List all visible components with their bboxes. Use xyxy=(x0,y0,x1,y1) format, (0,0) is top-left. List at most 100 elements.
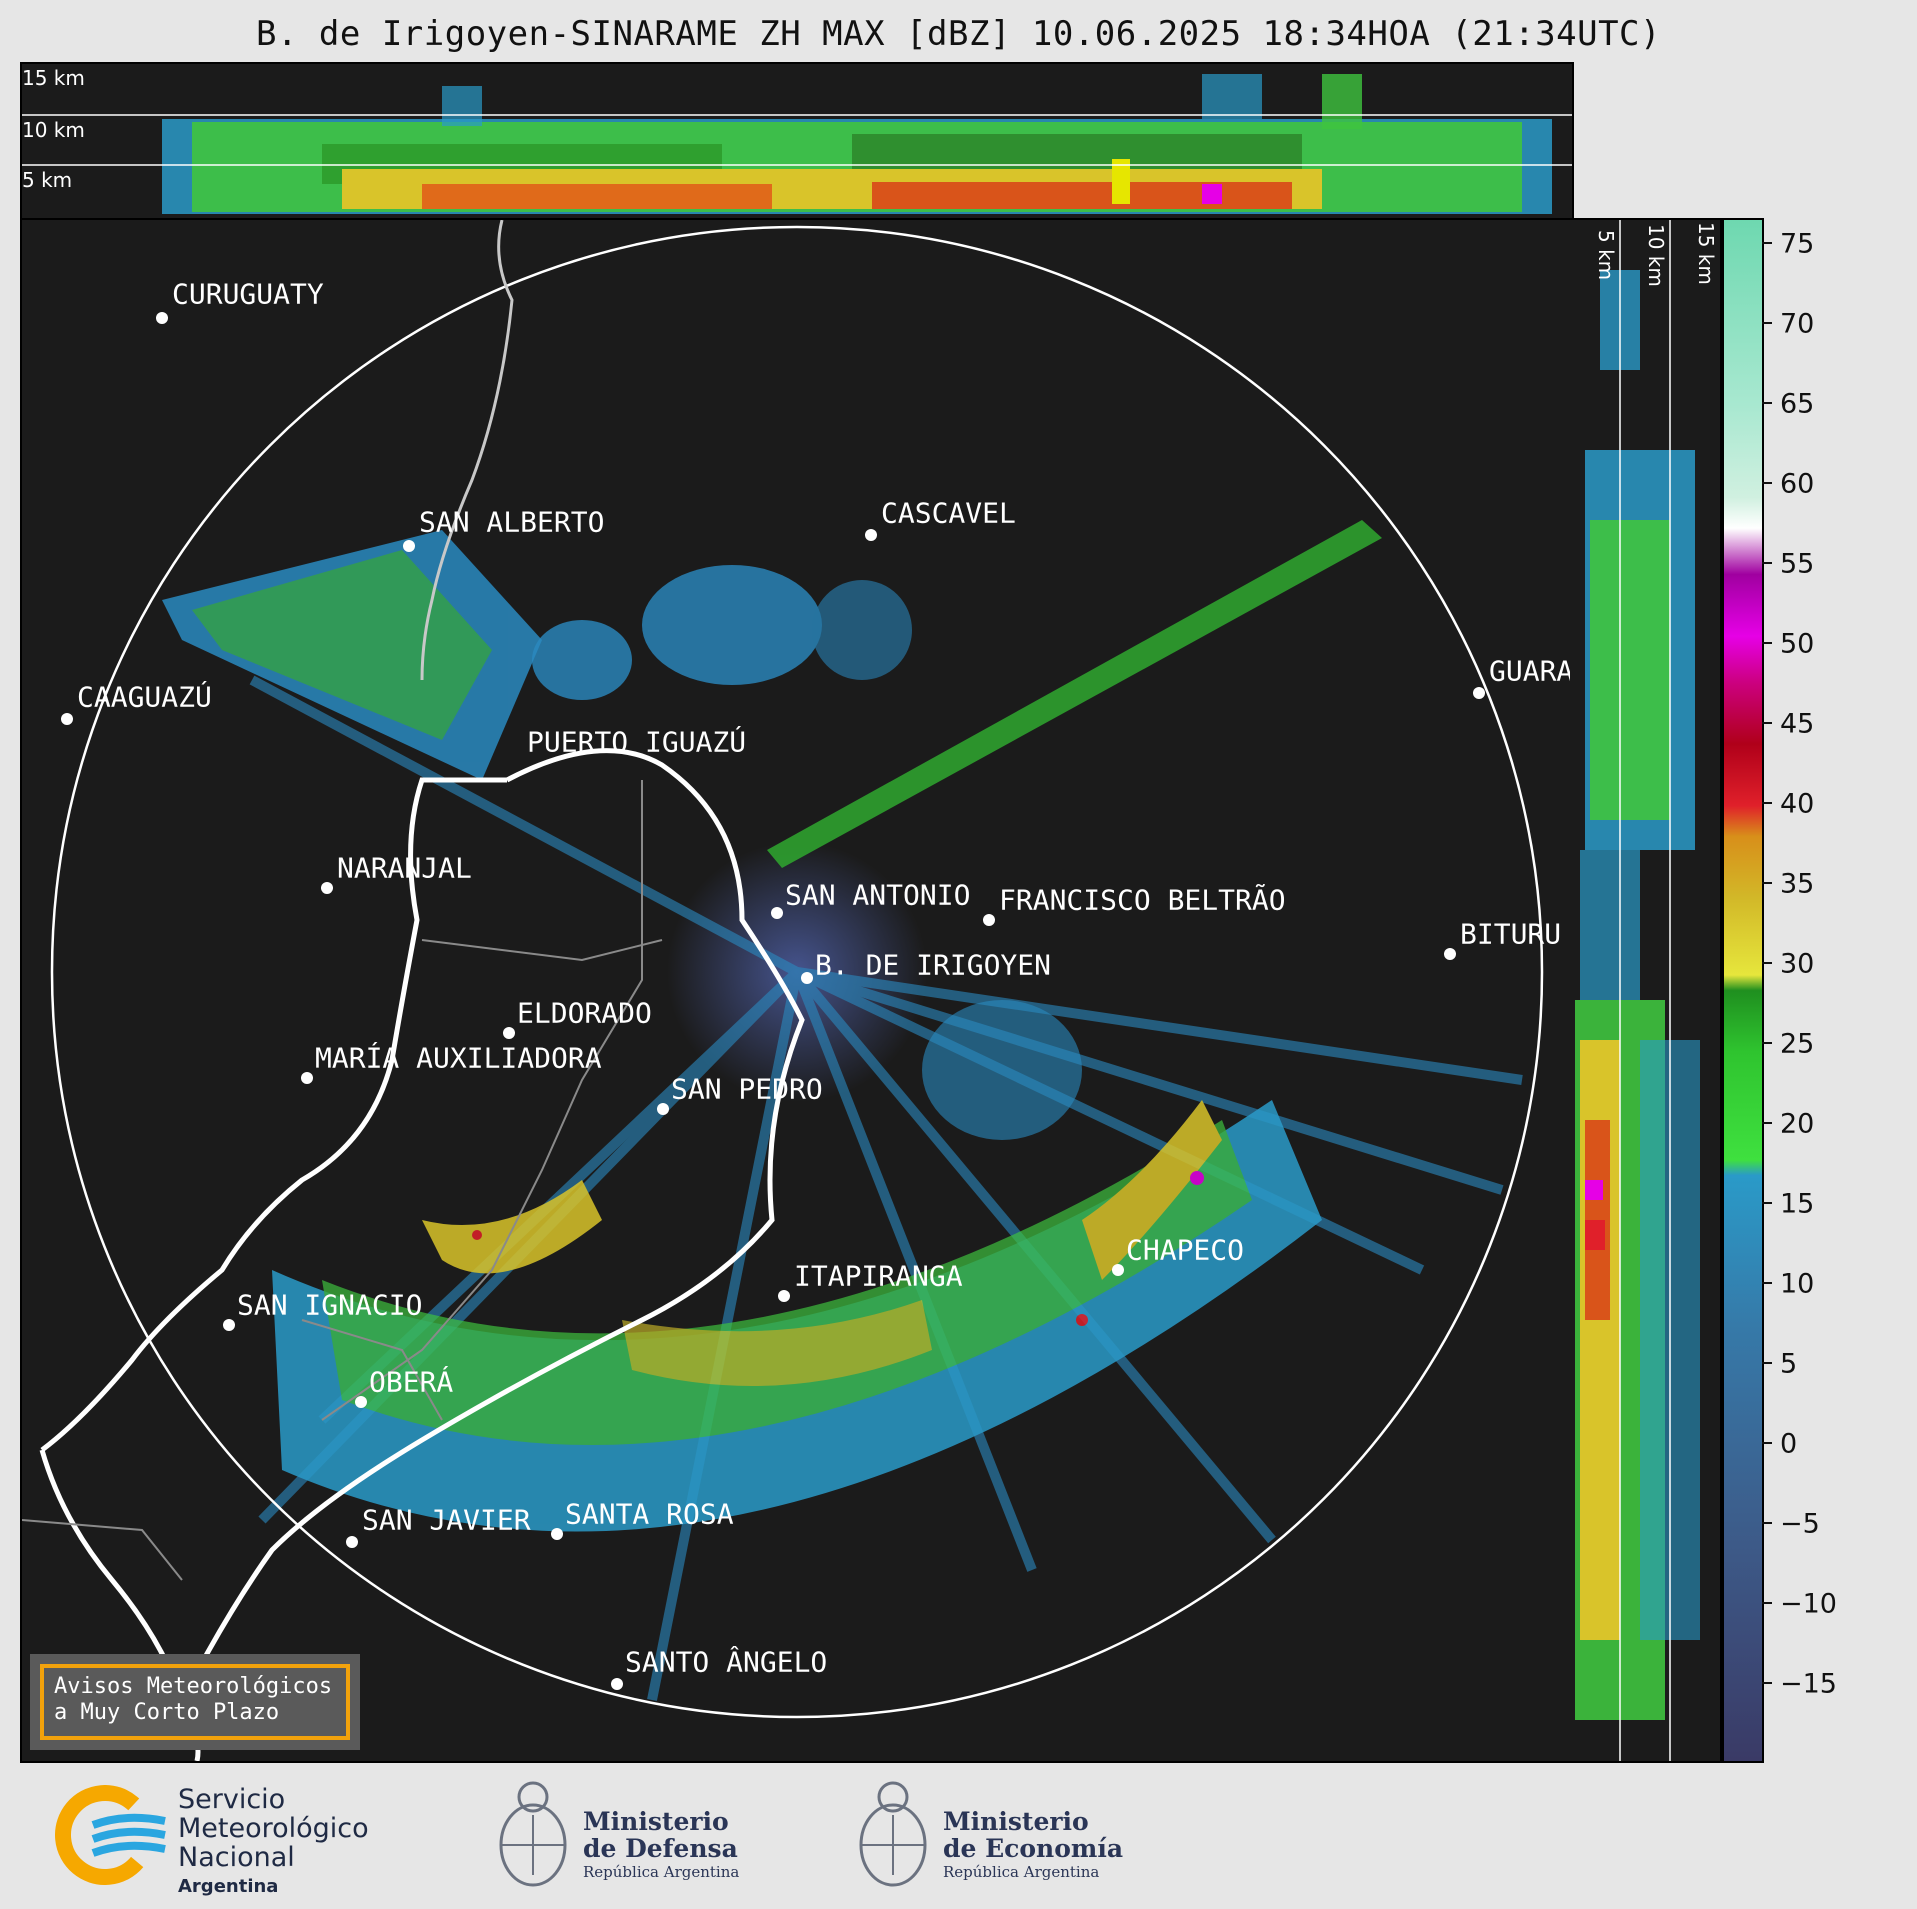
defensa-line-2: de Defensa xyxy=(583,1834,738,1863)
smn-line-3: Nacional xyxy=(178,1842,295,1873)
city-label-bituru: BITURU xyxy=(1460,917,1562,951)
economia-line-2: de Economía xyxy=(943,1834,1124,1863)
echo-arc-south xyxy=(272,1100,1322,1532)
echo-spokes xyxy=(249,675,1523,1701)
top-cross-section-panel: 15 km 10 km 5 km xyxy=(20,62,1574,221)
city-marker xyxy=(403,540,415,552)
city-label-guara: GUARA xyxy=(1489,654,1574,688)
colorbar-ticks: 75 70 65 60 55 50 45 40 35 30 25 20 15 1… xyxy=(1762,218,1882,1759)
side-cross-section-echoes xyxy=(1575,220,1700,1761)
city-marker xyxy=(156,312,168,324)
side-height-label-15km: 15 km xyxy=(1694,222,1718,285)
city-marker xyxy=(355,1396,367,1408)
side-height-label-10km: 10 km xyxy=(1644,224,1668,287)
map-title: B. de Irigoyen-SINARAME ZH MAX [dBZ] 10.… xyxy=(256,14,1661,54)
city-marker xyxy=(223,1319,235,1331)
tick-label: 35 xyxy=(1780,868,1815,900)
tick-label: 0 xyxy=(1780,1428,1798,1460)
smn-name: Servicio Meteorológico Nacional Argentin… xyxy=(178,1785,369,1901)
city-marker xyxy=(1112,1264,1124,1276)
city-marker xyxy=(321,882,333,894)
argentina-coat-of-arms-icon-2 xyxy=(859,1781,927,1887)
city-label-san-ignacio: SAN IGNACIO xyxy=(237,1288,423,1322)
smn-line-4: Argentina xyxy=(178,1876,279,1897)
tick-label: 5 xyxy=(1780,1348,1798,1380)
tick-label: −5 xyxy=(1780,1508,1820,1540)
city-label-puerto-iguazu: PUERTO IGUAZÚ xyxy=(527,725,747,759)
city-label-san-alberto: SAN ALBERTO xyxy=(419,505,605,539)
city-label-eldorado: ELDORADO xyxy=(517,996,652,1030)
tick-label: 75 xyxy=(1780,228,1815,260)
economia-line-1: Ministerio xyxy=(943,1807,1089,1836)
city-marker xyxy=(983,914,995,926)
city-label-obera: OBERÁ xyxy=(369,1365,454,1399)
city-marker xyxy=(346,1536,358,1548)
city-marker xyxy=(61,713,73,725)
top-cross-section-echoes xyxy=(22,74,1572,214)
ministerio-economia: Ministerio de Economía República Argenti… xyxy=(943,1808,1123,1882)
defensa-line-1: Ministerio xyxy=(583,1807,729,1836)
tick-label: −10 xyxy=(1780,1588,1837,1620)
tick-label: 20 xyxy=(1780,1108,1815,1140)
city-marker xyxy=(301,1072,313,1084)
city-marker xyxy=(1473,687,1485,699)
colorbar-gradient xyxy=(1724,220,1762,1761)
height-label-10km: 10 km xyxy=(22,118,85,142)
echo-cluster-cascavel xyxy=(532,565,912,700)
city-label-itapiranga: ITAPIRANGA xyxy=(794,1259,963,1293)
city-label-santo-angelo: SANTO ÂNGELO xyxy=(625,1645,828,1679)
city-marker xyxy=(778,1290,790,1302)
city-label-naranjal: NARANJAL xyxy=(337,851,472,885)
city-marker xyxy=(551,1528,563,1540)
tick-label: 15 xyxy=(1780,1188,1815,1220)
city-label-caaguazu: CAAGUAZÚ xyxy=(77,680,212,714)
city-label-san-pedro: SAN PEDRO xyxy=(671,1072,823,1106)
tick-label: 55 xyxy=(1780,548,1815,580)
tick-label: 40 xyxy=(1780,788,1815,820)
city-label-b-de-irigoyen: B. DE IRIGOYEN xyxy=(815,948,1052,982)
city-label-francisco-beltrao: FRANCISCO BELTRÃO xyxy=(999,883,1286,917)
tick-label: 10 xyxy=(1780,1268,1815,1300)
tick-label: −15 xyxy=(1780,1668,1837,1700)
borders xyxy=(22,220,805,1761)
city-label-san-antonio: SAN ANTONIO xyxy=(785,878,971,912)
defensa-line-3: República Argentina xyxy=(583,1863,740,1881)
city-label-maria-auxiliadora: MARÍA AUXILIADORA xyxy=(315,1041,602,1075)
echo-spike-northeast xyxy=(767,520,1382,868)
argentina-coat-of-arms-icon xyxy=(499,1781,567,1887)
city-marker xyxy=(1444,948,1456,960)
tick-label: 45 xyxy=(1780,708,1815,740)
tick-label: 60 xyxy=(1780,468,1815,500)
smn-line-1: Servicio xyxy=(178,1784,286,1815)
tick-label: 30 xyxy=(1780,948,1815,980)
radar-map-graphics xyxy=(22,220,1544,1761)
notice-text: Avisos Meteorológicos a Muy Corto Plazo xyxy=(40,1664,350,1740)
echo-cluster-east xyxy=(922,1000,1082,1140)
city-label-cascavel: CASCAVEL xyxy=(881,496,1016,530)
radar-site-marker xyxy=(801,972,813,984)
tick-label: 65 xyxy=(1780,388,1815,420)
tick-label: 50 xyxy=(1780,628,1815,660)
city-label-santa-rosa: SANTA ROSA xyxy=(565,1497,734,1531)
height-label-15km: 15 km xyxy=(22,66,85,90)
side-cross-section-panel: 5 km 10 km 15 km xyxy=(1570,218,1722,1763)
city-label-chapeco: CHAPECO xyxy=(1126,1233,1245,1267)
radar-map[interactable]: CURUGUATY SAN ALBERTO CASCAVEL CAAGUAZÚ … xyxy=(20,218,1574,1763)
city-marker xyxy=(865,529,877,541)
notice-line-1: Avisos Meteorológicos xyxy=(54,1674,333,1699)
height-label-5km: 5 km xyxy=(22,168,73,192)
city-marker xyxy=(657,1103,669,1115)
tick-label: 70 xyxy=(1780,308,1815,340)
economia-line-3: República Argentina xyxy=(943,1863,1100,1881)
notice-box: Avisos Meteorológicos a Muy Corto Plazo xyxy=(30,1654,360,1750)
city-label-san-javier: SAN JAVIER xyxy=(362,1503,531,1537)
echo-band-northwest xyxy=(162,530,542,780)
range-ring xyxy=(50,225,1544,1719)
smn-line-2: Meteorológico xyxy=(178,1813,369,1844)
side-height-label-5km: 5 km xyxy=(1594,230,1618,281)
smn-logo-icon xyxy=(55,1785,166,1885)
city-marker xyxy=(503,1027,515,1039)
city-marker xyxy=(771,907,783,919)
reflectivity-colorbar xyxy=(1722,218,1764,1763)
ministerio-defensa: Ministerio de Defensa República Argentin… xyxy=(583,1808,739,1882)
